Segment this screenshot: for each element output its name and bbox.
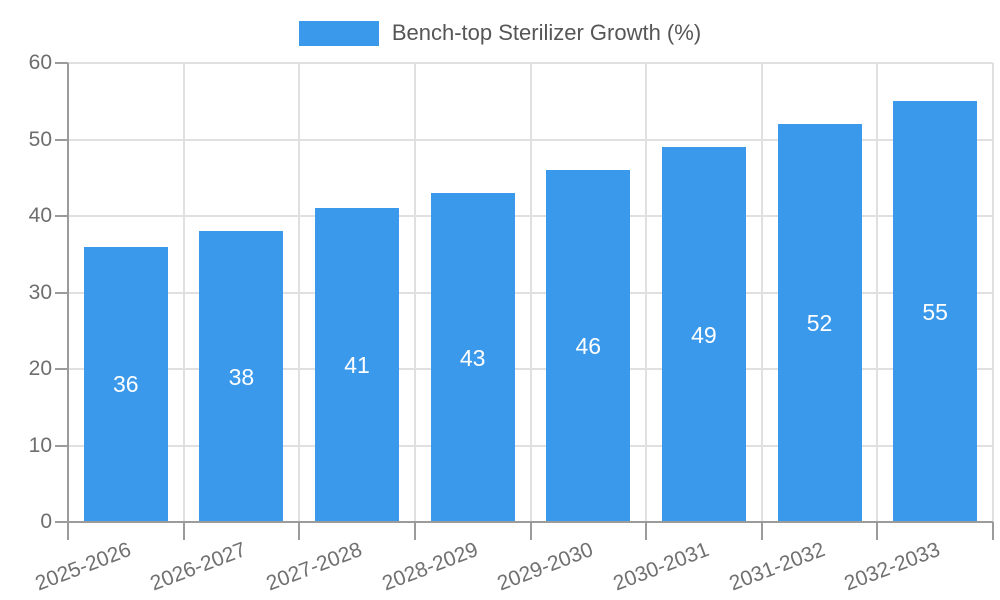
y-axis-line: [67, 63, 69, 522]
bar-value-label: 41: [344, 352, 370, 379]
y-axis-tick-label: 0: [40, 510, 52, 533]
bar-value-label: 49: [691, 321, 717, 348]
gridline-vertical: [529, 63, 532, 522]
x-axis-tick: [760, 522, 763, 540]
y-axis-tick: [55, 138, 68, 141]
gridline-vertical: [992, 63, 994, 522]
bar: [199, 231, 284, 521]
gridline-vertical: [876, 63, 879, 522]
bar-value-label: 46: [575, 333, 602, 360]
bar: [546, 170, 631, 521]
bar-value-label: 38: [228, 363, 255, 390]
y-axis-tick-label: 20: [28, 357, 52, 380]
y-axis-tick: [55, 215, 68, 217]
y-axis-tick-label: 30: [28, 280, 52, 304]
bar-value-label: 43: [459, 344, 486, 371]
x-axis-tick: [529, 522, 532, 540]
y-axis-tick-label: 50: [28, 127, 52, 151]
bar: [83, 246, 168, 521]
x-axis-tick: [67, 522, 69, 540]
bar: [893, 101, 978, 521]
bar: [430, 193, 515, 521]
y-axis-tick: [55, 444, 68, 447]
y-axis-tick: [55, 368, 68, 370]
legend: Bench-top Sterilizer Growth (%): [0, 20, 1000, 46]
bar: [777, 124, 862, 521]
x-axis-tick: [992, 522, 994, 540]
bar: [661, 147, 746, 521]
x-axis-tick: [298, 522, 301, 540]
gridline-vertical: [298, 63, 301, 522]
bar-value-label: 55: [922, 298, 948, 325]
y-axis-tick-label: 40: [28, 204, 52, 227]
x-axis-tick: [645, 522, 648, 540]
x-axis-tick: [413, 522, 416, 540]
x-axis-tick: [876, 522, 879, 540]
bar: [315, 208, 400, 521]
gridline-vertical: [413, 63, 416, 522]
y-axis-tick-label: 10: [28, 433, 52, 457]
y-axis-tick-label: 60: [28, 51, 52, 74]
y-axis-tick: [55, 291, 68, 294]
legend-item[interactable]: Bench-top Sterilizer Growth (%): [298, 20, 702, 46]
legend-swatch-icon: [298, 20, 379, 46]
gridline-vertical: [760, 63, 763, 522]
x-axis-tick: [182, 522, 185, 540]
gridline-vertical: [645, 63, 648, 522]
x-axis-line: [68, 521, 993, 523]
bar-value-label: 36: [113, 371, 139, 398]
gridline-vertical: [182, 63, 185, 522]
y-axis-tick: [55, 521, 68, 523]
legend-label: Bench-top Sterilizer Growth (%): [391, 20, 702, 45]
bar-value-label: 52: [806, 310, 833, 337]
y-axis-tick: [55, 62, 68, 64]
